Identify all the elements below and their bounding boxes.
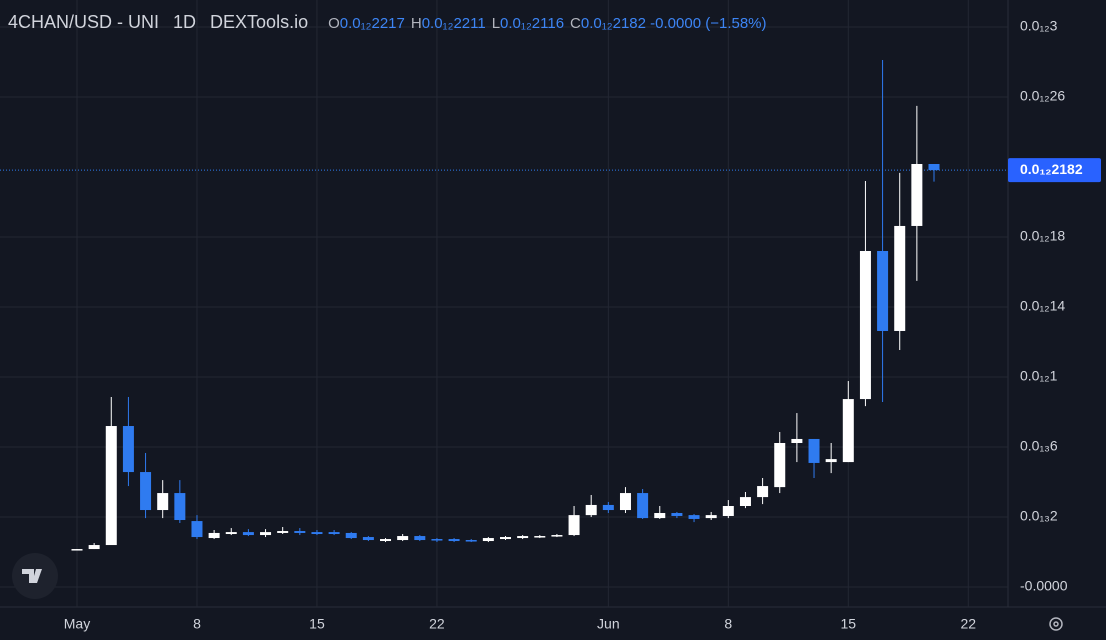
candle-body xyxy=(465,540,477,542)
y-tick-label: -0.0000 xyxy=(1020,578,1068,594)
price-tag xyxy=(1008,158,1101,183)
change-percent: (−1.58%) xyxy=(705,15,767,32)
candle-body xyxy=(225,532,237,535)
candle-body xyxy=(877,250,889,331)
candle-body xyxy=(191,521,203,538)
candle-body xyxy=(122,426,134,473)
x-tick-label: 8 xyxy=(724,616,732,632)
price-tag-label: 0.0₁₂2182 xyxy=(1020,161,1083,177)
ohlc-value: 0.0₁₂2116 xyxy=(500,15,565,32)
candle-body xyxy=(105,426,117,546)
candle-body xyxy=(277,531,289,533)
candle-body xyxy=(911,164,923,226)
x-tick-label: 15 xyxy=(309,616,325,632)
y-tick-label: 0.0₁₃6 xyxy=(1020,438,1058,454)
candle-body xyxy=(825,459,837,463)
y-tick-label: 0.0₁₂14 xyxy=(1020,298,1065,314)
tv-logo xyxy=(12,553,58,599)
candle-body xyxy=(859,250,871,400)
y-tick-label: 0.0₁₃2 xyxy=(1020,508,1058,524)
ohlc: O0.0₁₂2217 H0.0₁₂2211 L0.0₁₂2116 C0.0₁₂2182 xyxy=(322,15,646,32)
candle-body xyxy=(345,532,357,539)
ohlc-key: L xyxy=(491,15,501,32)
y-tick-label: 0.0₁₂3 xyxy=(1020,18,1058,34)
candle-body xyxy=(808,438,820,463)
candle-body xyxy=(311,532,323,535)
candle-body xyxy=(774,442,786,488)
candle-body xyxy=(380,539,392,542)
candle-body xyxy=(585,504,597,516)
candle-body xyxy=(174,493,186,521)
candle-body xyxy=(739,497,751,507)
legend-header: 4CHAN/USD - UNI 1D DEXTools.io O0.0₁₂2217 H0… xyxy=(8,12,767,33)
candle-body xyxy=(157,493,169,511)
candle-body xyxy=(791,438,803,443)
candle-body xyxy=(568,515,580,536)
x-tick-label: 15 xyxy=(841,616,857,632)
candle-body xyxy=(842,399,854,463)
candle-body xyxy=(517,536,529,539)
candle-body xyxy=(671,513,683,516)
settings-icon[interactable] xyxy=(1049,617,1063,631)
x-tick-label: 22 xyxy=(429,616,445,632)
candle-body xyxy=(397,536,409,541)
candle-body xyxy=(894,225,906,331)
ohlc-value: 0.0₁₂2182 xyxy=(580,15,646,32)
candle-body xyxy=(551,535,563,537)
candle-body xyxy=(482,538,494,542)
candle-body xyxy=(260,532,272,536)
x-tick-label: 8 xyxy=(193,616,201,632)
candle-body xyxy=(637,493,649,519)
candle-body xyxy=(140,472,152,511)
candle-body xyxy=(654,513,666,519)
x-tick-label: 22 xyxy=(960,616,976,632)
candle-body xyxy=(448,539,460,542)
y-tick-label: 0.0₁₂26 xyxy=(1020,88,1065,104)
candle-body xyxy=(88,545,100,550)
candle-body xyxy=(705,515,717,519)
candle-body xyxy=(414,536,426,541)
ohlc-key: H xyxy=(410,15,422,32)
ohlc-value: 0.0₁₂2211 xyxy=(421,15,486,32)
candle-body xyxy=(294,531,306,533)
ohlc-key: O xyxy=(328,15,340,32)
candle-body xyxy=(619,493,631,511)
source: DEXTools.io xyxy=(210,12,309,32)
x-tick-label: May xyxy=(64,616,90,632)
candle-body xyxy=(602,504,614,511)
title: 4CHAN/USD - UNI xyxy=(8,12,160,32)
x-tick-label: Jun xyxy=(597,616,620,632)
candle-body xyxy=(328,532,340,535)
candle-body xyxy=(71,549,83,551)
change: -0.0000 xyxy=(650,15,702,32)
candle-body xyxy=(928,164,940,171)
candle-body xyxy=(242,532,254,536)
interval: 1D xyxy=(173,12,197,32)
candle-body xyxy=(362,537,374,541)
candle-body xyxy=(534,536,546,538)
candle-body xyxy=(757,486,769,498)
candle-body xyxy=(208,532,220,539)
y-tick-label: 0.0₁₂18 xyxy=(1020,228,1065,244)
y-tick-label: 0.0₁₂1 xyxy=(1020,368,1058,384)
candle-body xyxy=(722,506,734,516)
candle-body xyxy=(431,539,443,541)
ohlc-value: 0.0₁₂2217 xyxy=(339,15,405,32)
candle-body xyxy=(500,537,511,540)
ohlc-key: C xyxy=(570,15,581,32)
candle-body xyxy=(688,515,700,519)
